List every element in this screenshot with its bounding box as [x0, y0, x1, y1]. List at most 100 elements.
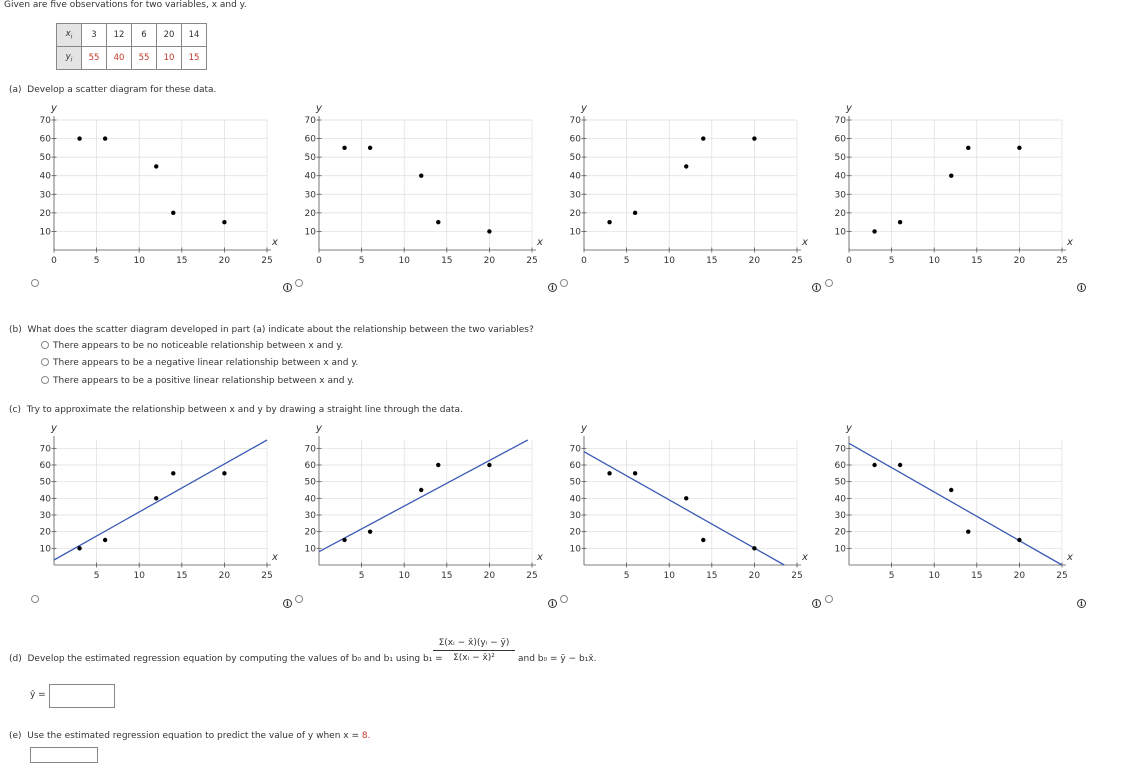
x-tick-label: 15	[176, 571, 187, 581]
data-point	[102, 136, 108, 141]
data-point	[897, 462, 903, 468]
y-tick-label: 70	[570, 444, 582, 454]
option-no-relationship[interactable]: There appears to be no noticeable relati…	[41, 341, 343, 351]
intro-text: Given are five observations for two vari…	[4, 0, 247, 10]
data-point	[607, 471, 612, 476]
info-icon[interactable]: i	[283, 599, 292, 608]
table-row: xi 3 12 6 20 14	[56, 23, 207, 47]
x-tick-label: 0	[581, 256, 587, 266]
data-point	[171, 471, 176, 476]
x-tick-label: 25	[261, 256, 272, 266]
fitted-line	[318, 439, 529, 553]
data-point	[632, 471, 638, 476]
y-tick-label: 50	[40, 478, 52, 488]
x-axis-label: x	[801, 237, 808, 248]
y-axis-label: y	[845, 423, 853, 434]
data-point	[752, 546, 757, 551]
radio-button[interactable]	[41, 376, 49, 384]
y-tick-label: 10	[40, 227, 52, 237]
option-radio-c4[interactable]	[825, 595, 833, 603]
y-header: yi	[56, 46, 82, 70]
part-d-prompt: (d) Develop the estimated regression equ…	[9, 654, 443, 664]
x-tick-label: 0	[846, 256, 852, 266]
data-point	[367, 145, 373, 151]
data-point	[897, 219, 903, 225]
y-tick-label: 60	[40, 461, 52, 471]
data-point	[154, 164, 159, 169]
yhat-input[interactable]	[49, 684, 115, 708]
x-tick-label: 5	[94, 256, 100, 266]
y-tick-label: 50	[570, 478, 582, 488]
info-icon[interactable]: i	[548, 599, 557, 608]
prediction-input[interactable]	[30, 747, 98, 763]
data-point	[419, 173, 424, 178]
formula-numerator: Σ(xᵢ − x̄)(yᵢ − ȳ)	[433, 638, 515, 651]
y-tick-label: 10	[305, 227, 317, 237]
x-tick-label: 15	[176, 256, 187, 266]
y-tick-label: 40	[835, 494, 847, 504]
b1-formula: Σ(xᵢ − x̄)(yᵢ − ȳ) Σ(xᵢ − x̄)²	[433, 638, 515, 663]
info-icon[interactable]: i	[548, 283, 557, 292]
option-radio-c3[interactable]	[560, 595, 568, 603]
chart-a2: 0 5 10 15 20 25 10 20 30 40 50 60 70 y x	[305, 103, 543, 266]
info-icon[interactable]: i	[812, 283, 821, 292]
y-tick-label: 30	[305, 511, 317, 521]
x-tick-label: 0	[51, 256, 57, 266]
x-tick-label: 15	[441, 571, 452, 581]
y-tick-label: 60	[835, 461, 847, 471]
y-tick-label: 50	[305, 153, 317, 163]
option-radio-a1[interactable]	[31, 279, 39, 287]
option-radio-c1[interactable]	[31, 595, 39, 603]
x-tick-label: 5	[359, 571, 365, 581]
data-point	[872, 462, 877, 468]
fitted-line	[848, 442, 1063, 566]
info-icon[interactable]: i	[283, 283, 292, 292]
info-icon[interactable]: i	[812, 599, 821, 608]
info-icon[interactable]: i	[1077, 283, 1086, 292]
data-point	[342, 145, 347, 151]
option-radio-a2[interactable]	[295, 279, 303, 287]
option-radio-c2[interactable]	[295, 595, 303, 603]
x-tick-label: 20	[484, 256, 496, 266]
y-tick-label: 10	[570, 544, 582, 554]
chart-c4: 5 10 15 20 25 10 20 30 40 50 60 70 y x	[835, 423, 1073, 581]
y-tick-label: 50	[835, 478, 847, 488]
part-a-prompt: (a) Develop a scatter diagram for these …	[9, 85, 217, 95]
x-tick-label: 5	[624, 571, 630, 581]
x-tick-label: 15	[971, 571, 982, 581]
x-cell: 3	[81, 23, 107, 47]
data-point	[872, 229, 877, 234]
x-cell: 12	[106, 23, 132, 47]
part-c-prompt: (c) Try to approximate the relationship …	[9, 405, 463, 415]
radio-button[interactable]	[41, 341, 49, 349]
y-tick-label: 40	[305, 172, 317, 182]
x-tick-label: 10	[398, 571, 410, 581]
fitted-line	[583, 451, 785, 566]
observations-table: xi 3 12 6 20 14 yi 55 40 55 10 15	[56, 23, 207, 70]
radio-button[interactable]	[41, 358, 49, 366]
y-tick-label: 20	[835, 528, 847, 538]
info-icon[interactable]: i	[1077, 599, 1086, 608]
y-tick-label: 20	[40, 528, 52, 538]
x-axis-label: x	[271, 552, 278, 563]
y-tick-label: 30	[570, 511, 582, 521]
data-point	[487, 229, 492, 234]
x-tick-label: 20	[1014, 256, 1026, 266]
option-negative-linear[interactable]: There appears to be a negative linear re…	[41, 358, 358, 368]
option-positive-linear[interactable]: There appears to be a positive linear re…	[41, 376, 354, 386]
table-row: yi 55 40 55 10 15	[56, 46, 207, 70]
chart-a3: 0 5 10 15 20 25 10 20 30 40 50 60 70 y x	[570, 103, 808, 266]
y-tick-label: 30	[40, 511, 52, 521]
option-radio-a4[interactable]	[825, 279, 833, 287]
y-axis-label: y	[50, 423, 58, 434]
y-tick-label: 60	[305, 461, 317, 471]
x-value: 8.	[361, 731, 371, 741]
data-point	[342, 537, 347, 543]
data-point	[701, 136, 706, 141]
y-tick-label: 10	[835, 544, 847, 554]
data-point	[949, 173, 954, 178]
y-tick-label: 50	[835, 153, 847, 163]
option-radio-a3[interactable]	[560, 279, 568, 287]
y-tick-label: 10	[305, 544, 317, 554]
data-point	[684, 496, 689, 501]
